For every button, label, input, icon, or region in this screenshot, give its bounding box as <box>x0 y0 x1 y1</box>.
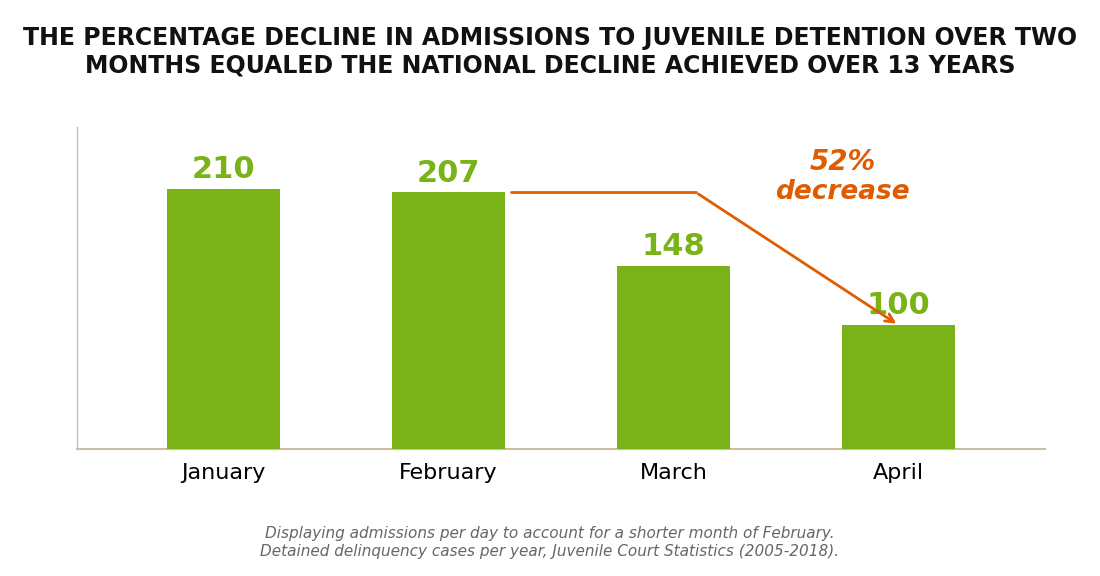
Text: decrease: decrease <box>776 179 910 205</box>
Bar <box>393 192 505 449</box>
Bar <box>843 325 955 449</box>
Text: 148: 148 <box>641 232 705 261</box>
Text: 52%: 52% <box>810 149 876 176</box>
Text: 210: 210 <box>191 155 255 184</box>
Text: Displaying admissions per day to account for a shorter month of February.
Detain: Displaying admissions per day to account… <box>261 526 839 559</box>
Text: THE PERCENTAGE DECLINE IN ADMISSIONS TO JUVENILE DETENTION OVER TWO
MONTHS EQUAL: THE PERCENTAGE DECLINE IN ADMISSIONS TO … <box>23 26 1077 78</box>
Bar <box>167 189 279 449</box>
Text: 207: 207 <box>417 158 481 188</box>
Text: 100: 100 <box>867 291 931 320</box>
Bar <box>617 266 729 449</box>
